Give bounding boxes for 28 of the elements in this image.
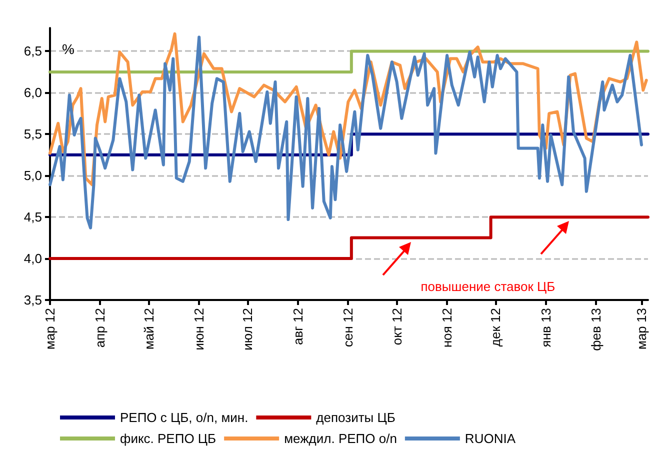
x-tick-label: май 12 <box>141 308 156 350</box>
y-axis-title: % <box>62 41 74 57</box>
y-tick-label: 6,0 <box>24 85 42 100</box>
legend-label: RUONIA <box>464 431 516 446</box>
y-tick-label: 5,0 <box>24 168 42 184</box>
x-tick-label: фев 13 <box>588 308 604 351</box>
x-tick-label: янв 13 <box>538 308 554 348</box>
x-tick-label: дек 12 <box>488 308 504 347</box>
annotation: повышение ставок ЦБ <box>420 279 556 294</box>
x-tick-label: мар 12 <box>42 308 58 350</box>
x-tick-label: ноя 12 <box>440 308 455 348</box>
legend-label: междил. РЕПО o/n <box>284 431 397 446</box>
x-tick-label: июл 12 <box>240 308 256 350</box>
x-tick-label: апр 12 <box>92 308 108 348</box>
x-tick-label: мар 13 <box>634 308 650 350</box>
legend-label: РЕПО с ЦБ, o/n, мин. <box>120 410 248 425</box>
y-tick-label: 3,5 <box>24 292 42 308</box>
x-tick-label: сен 12 <box>340 308 356 347</box>
legend-label: фикс. РЕПО ЦБ <box>120 431 216 446</box>
x-tick-label: окт 12 <box>389 308 404 346</box>
y-tick-label: 5,5 <box>24 126 42 142</box>
y-tick-label: 4,0 <box>24 251 42 266</box>
x-tick-label: авг 12 <box>290 308 306 345</box>
line-series <box>48 36 644 230</box>
x-tick-label: июн 12 <box>192 308 207 350</box>
legend-label: депозиты ЦБ <box>316 410 396 425</box>
y-tick-label: 6,5 <box>24 44 42 59</box>
y-tick-label: 4,5 <box>24 210 42 225</box>
